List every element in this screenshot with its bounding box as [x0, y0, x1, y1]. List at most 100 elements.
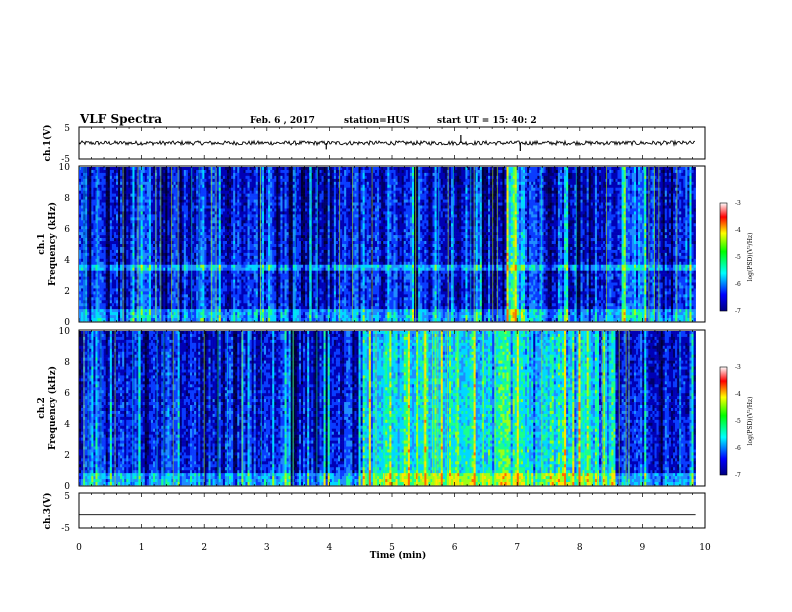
ch2-streak-4 — [417, 331, 418, 485]
ch1-colorbar-scale — [720, 203, 727, 311]
ch2-streak-34 — [218, 331, 219, 485]
ch2-cbtick-m4: -4 — [735, 391, 741, 398]
ch1-streak-35 — [497, 167, 498, 321]
ch1-streak-21 — [199, 167, 200, 321]
ch1-streak-16 — [448, 167, 449, 321]
ch2-ytick-8: 8 — [64, 358, 70, 368]
ch2-streak-30 — [138, 331, 139, 485]
ch1-streak-39 — [138, 167, 139, 321]
ch2-streak-33 — [384, 331, 385, 485]
ch1-cbtick-m7: -7 — [735, 308, 741, 315]
ch2-ytick-6: 6 — [64, 389, 70, 399]
ch3-ytick-bottom: -5 — [61, 524, 70, 534]
xtick-2: 2 — [201, 543, 207, 553]
ch1-cbtick-m5: -5 — [735, 254, 741, 261]
ch1-streak-15 — [155, 167, 156, 321]
date-label: Feb. 6 , 2017 — [250, 116, 315, 126]
ch2-freq-ticks: 0 2 4 6 8 10 — [59, 327, 71, 492]
ch1-freq-ticks: 0 2 4 6 8 10 — [59, 163, 71, 328]
ch2-streak-12 — [376, 331, 377, 485]
ch2-streak-3 — [495, 331, 496, 485]
ch1-streak-36 — [97, 167, 98, 321]
ch1-streak-19 — [352, 167, 353, 321]
ch1-streak-5 — [339, 167, 340, 321]
ch1-streak-28 — [514, 167, 515, 321]
ch2-streak-28 — [629, 331, 630, 485]
ch1-streak-30 — [644, 167, 645, 321]
ch2-cbtick-m3: -3 — [735, 364, 741, 371]
ch1-streak-37 — [541, 167, 542, 321]
ch1-streak-23 — [676, 167, 677, 321]
ch2-streak-32 — [602, 331, 603, 485]
ch1-spectrogram-image — [79, 167, 696, 321]
ch2-spec-ylabel-line1: ch.2 — [37, 397, 47, 418]
ch2-streak-38 — [157, 331, 158, 485]
ch2-streak-6 — [366, 331, 367, 485]
station-label: station=HUS — [344, 116, 410, 126]
ch1-streak-14 — [438, 167, 439, 321]
ch2-streak-13 — [447, 331, 448, 485]
vlf-figure: VLF Spectra Feb. 6 , 2017 station=HUS st… — [0, 0, 792, 612]
ch3-waveform-frame — [79, 493, 705, 528]
ch2-colorbar-scale — [720, 367, 727, 475]
ch2-cbtick-m5: -5 — [735, 418, 741, 425]
ch1-cbtick-m4: -4 — [735, 227, 741, 234]
ch2-streak-36 — [261, 331, 262, 485]
ch2-colorbar-label: log(PSD)(V²/Hz) — [747, 397, 754, 446]
ch2-streak-19 — [293, 331, 294, 485]
ch1-streak-10 — [317, 167, 318, 321]
ch2-streak-0 — [437, 331, 438, 485]
ch2-cbtick-m7: -7 — [735, 472, 741, 479]
ch2-ytick-0: 0 — [64, 482, 70, 492]
ch1-ylabel: ch.1(V) — [42, 125, 53, 162]
ch2-colorbar: -3 -4 -5 -6 -7 log(PSD)(V²/Hz) — [720, 364, 754, 479]
ch1-streak-0 — [211, 167, 212, 321]
ch2-streak-35 — [163, 331, 164, 485]
xtick-1: 1 — [139, 543, 145, 553]
ch2-streak-10 — [680, 331, 681, 485]
ch3-ytick-top: 5 — [64, 492, 70, 502]
ch2-streak-17 — [115, 331, 116, 485]
ch2-streak-27 — [204, 331, 205, 485]
time-axis-label: Time (min) — [370, 550, 427, 561]
ch1-streak-24 — [123, 167, 124, 321]
ch1-cbtick-m3: -3 — [735, 200, 741, 207]
ch1-streak-32 — [474, 167, 475, 321]
ch1-streak-20 — [470, 167, 471, 321]
ch1-streak-2 — [576, 167, 577, 321]
ch2-streak-9 — [316, 331, 317, 485]
ch1-spectrogram-panel: 0 2 4 6 8 10 ch.1 Frequency (kHz) -3 -4 … — [37, 163, 754, 328]
xtick-7: 7 — [514, 543, 520, 553]
ch2-ytick-4: 4 — [64, 420, 70, 430]
ch1-cbtick-m6: -6 — [735, 281, 741, 288]
ch2-streak-15 — [604, 331, 605, 485]
ch1-streak-17 — [171, 167, 172, 321]
ch1-streak-22 — [648, 167, 649, 321]
ch2-streak-24 — [432, 331, 433, 485]
ch2-streak-8 — [84, 331, 85, 485]
ch2-streak-7 — [242, 331, 243, 485]
ch1-streak-7 — [160, 167, 161, 321]
xtick-3: 3 — [264, 543, 270, 553]
xtick-6: 6 — [452, 543, 458, 553]
ch1-colorbar-label: log(PSD)(V²/Hz) — [747, 233, 754, 282]
ch1-streak-26 — [260, 167, 261, 321]
xtick-9: 9 — [640, 543, 646, 553]
ch2-streak-29 — [457, 331, 458, 485]
ch1-streak-29 — [606, 167, 607, 321]
ch1-streak-11 — [625, 167, 626, 321]
ch2-streak-5 — [424, 331, 425, 485]
ch2-streak-26 — [445, 331, 446, 485]
xtick-10: 10 — [699, 543, 711, 553]
ch1-streak-25 — [86, 167, 87, 321]
ch1-colorbar: -3 -4 -5 -6 -7 log(PSD)(V²/Hz) — [720, 200, 754, 315]
ch1-streak-13 — [492, 167, 493, 321]
ch3-ylabel: ch.3(V) — [42, 493, 53, 530]
figure-title: VLF Spectra — [79, 112, 162, 126]
ch1-streak-8 — [216, 167, 217, 321]
ch1-streak-18 — [453, 167, 454, 321]
ch1-streak-31 — [658, 167, 659, 321]
xtick-0: 0 — [76, 543, 82, 553]
ch1-ytick-top: 5 — [64, 124, 70, 134]
ch1-spec-ylabel-line1: ch.1 — [37, 233, 47, 254]
